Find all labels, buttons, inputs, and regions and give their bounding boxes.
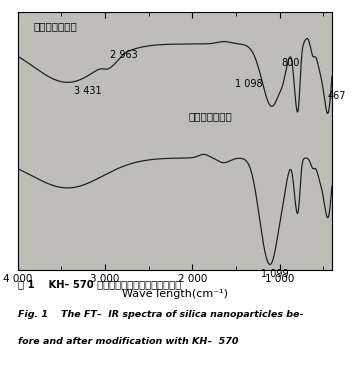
Text: 3 431: 3 431 [74, 86, 101, 96]
Text: 改性后二氧化硅: 改性后二氧化硅 [34, 21, 77, 31]
Text: 800: 800 [282, 58, 300, 68]
Text: 1 098: 1 098 [235, 79, 262, 89]
Text: 467: 467 [328, 90, 346, 100]
Text: fore and after modification with KH–  570: fore and after modification with KH– 570 [18, 337, 238, 346]
Text: Fig. 1    The FT–  IR spectra of silica nanoparticles be-: Fig. 1 The FT– IR spectra of silica nano… [18, 310, 303, 319]
Text: 图 1    KH– 570 改性二氧化硅前后的红外光谱图: 图 1 KH– 570 改性二氧化硅前后的红外光谱图 [18, 279, 181, 289]
Text: 2 963: 2 963 [110, 50, 138, 60]
X-axis label: Wave length(cm⁻¹): Wave length(cm⁻¹) [122, 288, 228, 298]
Text: 改性前二氧化硅: 改性前二氧化硅 [188, 111, 232, 121]
Text: 1 099: 1 099 [261, 269, 289, 279]
